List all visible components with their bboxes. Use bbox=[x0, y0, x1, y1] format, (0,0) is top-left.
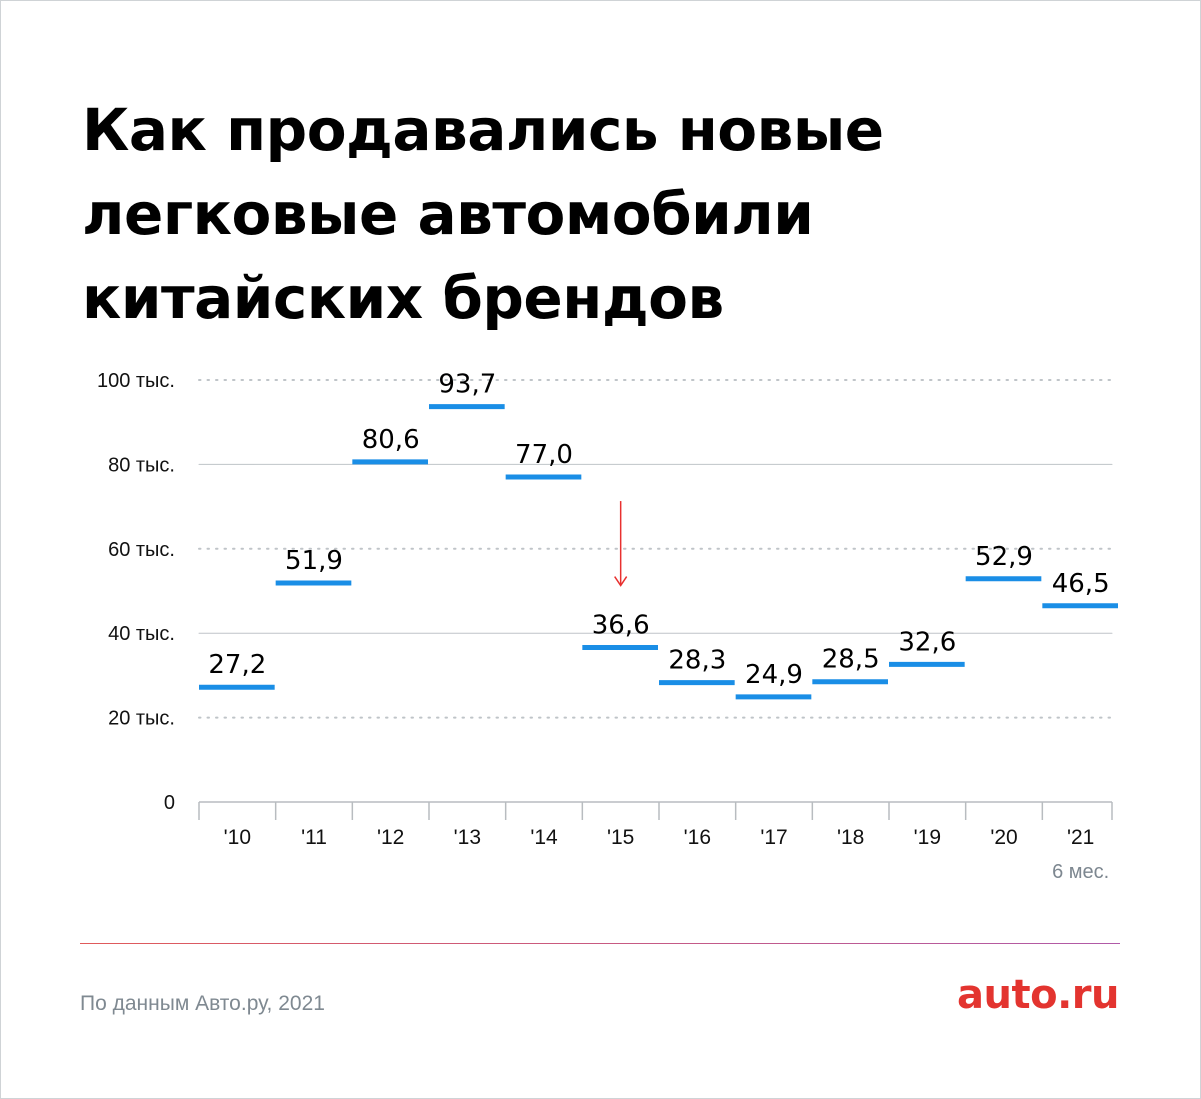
x-tick-label: '21 bbox=[1067, 826, 1094, 849]
value-label: 80,6 bbox=[362, 425, 420, 455]
y-tick-label: 0 bbox=[164, 792, 175, 814]
value-label: 52,9 bbox=[975, 542, 1033, 572]
x-tick-label: '19 bbox=[914, 826, 941, 849]
annotations bbox=[614, 501, 628, 587]
y-tick-label: 20 тыс. bbox=[108, 708, 175, 730]
footer-divider bbox=[80, 943, 1120, 944]
title-line-3: китайских брендов bbox=[82, 264, 724, 332]
value-label: 28,3 bbox=[668, 646, 726, 676]
x-tick-label: '12 bbox=[377, 826, 404, 849]
x-tick-label: '15 bbox=[607, 826, 634, 849]
value-label: 93,7 bbox=[438, 370, 496, 400]
x-tick-label: '17 bbox=[760, 826, 787, 849]
value-label: 32,6 bbox=[898, 627, 956, 657]
x-axis: '10 '11 '12 '13 '14 '15 '16 '17 '18 '19 '20 '21 6 ме… bbox=[198, 801, 1113, 883]
y-tick-label: 80 тыс. bbox=[108, 454, 175, 476]
y-tick-label: 40 тыс. bbox=[108, 623, 175, 645]
y-axis-ticks: 0 20 тыс. 40 тыс. 60 тыс. 80 тыс. 100 тыс. bbox=[97, 370, 175, 814]
chart-title: Как продавались новые легковые автомобил… bbox=[82, 88, 982, 340]
value-label: 46,5 bbox=[1052, 569, 1110, 599]
decline-arrow-head bbox=[614, 576, 628, 587]
title-line-1: Как продавались новые bbox=[82, 96, 884, 164]
auto-ru-logo: auto.ru bbox=[957, 972, 1119, 1018]
chart-plot: 0 20 тыс. 40 тыс. 60 тыс. 80 тыс. 100 тыс. '1… bbox=[97, 370, 1118, 883]
x-tick-label: '11 bbox=[301, 826, 327, 849]
value-label: 51,9 bbox=[285, 546, 343, 576]
value-label: 28,5 bbox=[822, 645, 880, 675]
x-tick-label: '20 bbox=[990, 826, 1017, 849]
last-category-note: 6 мес. bbox=[1052, 861, 1109, 883]
data-marks bbox=[199, 404, 1118, 700]
value-label: 77,0 bbox=[515, 440, 573, 470]
grid-lines bbox=[198, 379, 1113, 719]
x-tick-label: '10 bbox=[224, 826, 251, 849]
y-tick-label: 60 тыс. bbox=[108, 539, 175, 561]
x-tick-label: '16 bbox=[684, 826, 711, 849]
x-tick-label: '14 bbox=[530, 826, 558, 849]
x-tick-label: '13 bbox=[454, 826, 481, 849]
value-label: 27,2 bbox=[208, 650, 266, 680]
y-tick-label: 100 тыс. bbox=[97, 370, 175, 392]
data-labels: 27,2 51,9 80,6 93,7 77,0 36,6 28,3 24,9 28,5 32,6… bbox=[208, 370, 1109, 690]
x-tick-label: '18 bbox=[837, 826, 864, 849]
value-label: 24,9 bbox=[745, 660, 803, 690]
source-note: По данным Авто.ру, 2021 bbox=[80, 992, 325, 1015]
title-line-2: легковые автомобили bbox=[82, 180, 814, 248]
value-label: 36,6 bbox=[592, 611, 650, 641]
